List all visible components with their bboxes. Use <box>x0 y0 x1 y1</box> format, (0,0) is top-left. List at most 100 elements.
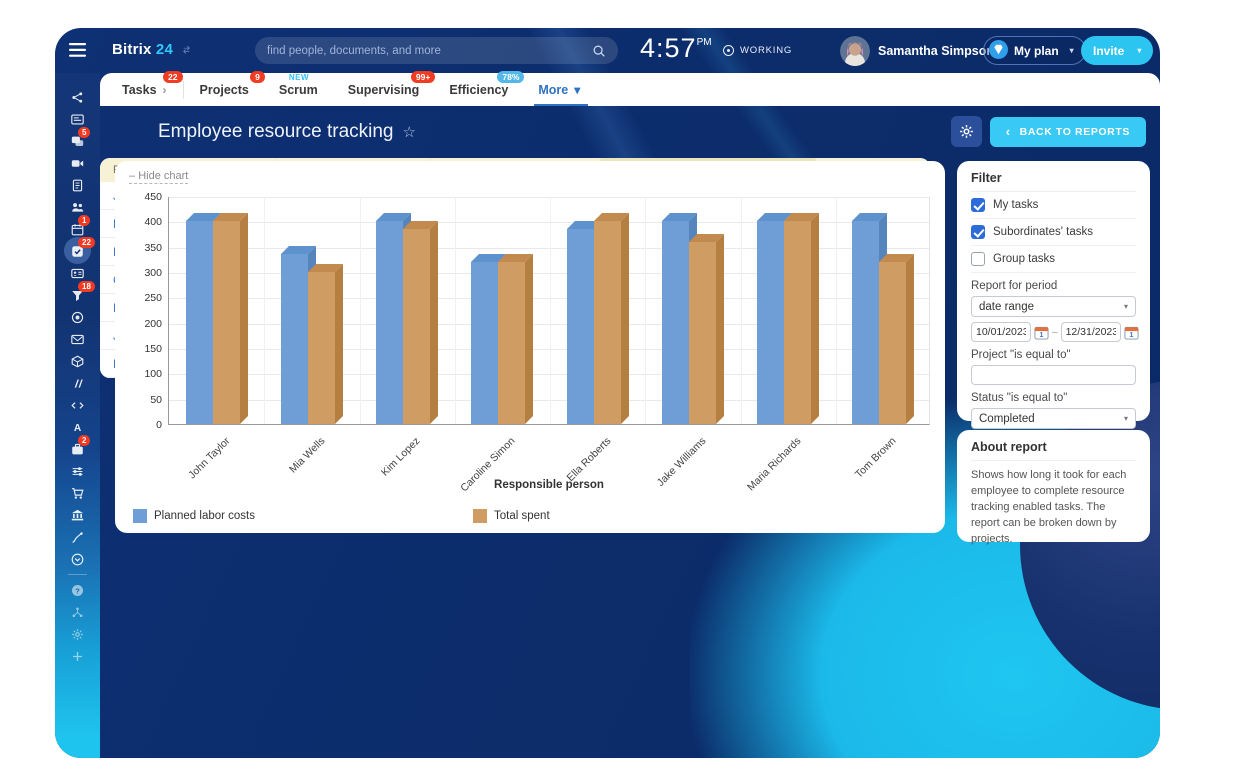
y-axis-tick-label: 350 <box>144 241 162 254</box>
gridline <box>169 197 929 198</box>
sidebar-item-sites[interactable] <box>55 372 100 394</box>
bar-planned-labor-costs-john-taylor[interactable] <box>185 213 221 424</box>
help-icon: ? <box>71 584 84 596</box>
invite-button[interactable]: Invite ▾ <box>1081 36 1154 65</box>
switch-account-icon[interactable] <box>182 42 192 59</box>
chevron-down-icon: ▾ <box>574 82 581 97</box>
back-to-reports-button[interactable]: ‹ BACK TO REPORTS <box>989 116 1146 147</box>
sidebar-item-people[interactable] <box>55 196 100 218</box>
filter-checkbox-subordinates-tasks[interactable]: Subordinates' tasks <box>971 219 1136 246</box>
avatar[interactable] <box>840 36 870 66</box>
tab-supervising[interactable]: Supervising 99+ <box>348 71 436 106</box>
filter-checkbox-my-tasks[interactable]: My tasks <box>971 192 1136 219</box>
sidebar-item-chat[interactable]: 5 <box>55 127 100 152</box>
bar-total-spent-john-taylor[interactable] <box>212 213 248 424</box>
legend-item[interactable]: Planned labor costs <box>133 509 255 523</box>
bar-total-spent-tom-brown[interactable] <box>879 253 915 424</box>
bar-planned-labor-costs-ella-roberts[interactable] <box>566 221 602 424</box>
legend-item[interactable]: Total spent <box>473 509 550 523</box>
sidebar-item-newsfeed[interactable] <box>55 108 100 130</box>
tab-projects[interactable]: Projects 9 <box>200 71 265 106</box>
checkbox[interactable] <box>971 225 985 239</box>
sidebar-item-bank[interactable] <box>55 504 100 526</box>
bar-total-spent-maria-richards[interactable] <box>784 213 820 424</box>
checkbox[interactable] <box>971 252 985 266</box>
tab-efficiency[interactable]: Efficiency 78% <box>449 71 525 106</box>
a-letter-icon: A <box>74 423 82 434</box>
bar-total-spent-jake-williams[interactable] <box>688 233 724 424</box>
checkbox[interactable] <box>971 198 985 212</box>
sidebar-item-box[interactable] <box>55 350 100 372</box>
sidebar-item-chevron-circle[interactable] <box>55 548 100 570</box>
tab-label: Scrum <box>278 82 318 97</box>
tab-scrum[interactable]: Scrum NEW <box>279 73 318 106</box>
filter-checkbox-group-tasks[interactable]: Group tasks <box>971 246 1136 273</box>
sidebar-item-nodes[interactable] <box>55 601 100 623</box>
report-settings-button[interactable] <box>950 116 982 147</box>
date-to-input[interactable] <box>1060 322 1121 342</box>
bar-total-spent-kim-lopez[interactable] <box>403 221 439 424</box>
sidebar-item-plus[interactable] <box>55 645 100 667</box>
tab-tasks[interactable]: Tasks › 22 <box>122 71 183 106</box>
sidebar-item-sign[interactable] <box>55 526 100 548</box>
chart-panel: – Hide chart 0 50 100 150 200 250 300 350 400 450… <box>115 161 945 533</box>
bar-planned-labor-costs-jake-williams[interactable] <box>661 213 697 424</box>
project-input[interactable] <box>971 365 1136 385</box>
clock[interactable]: 4:57PM <box>640 33 712 64</box>
sidebar-item-idcard[interactable] <box>55 262 100 284</box>
vertical-gridline <box>264 197 266 424</box>
hide-chart-link[interactable]: – Hide chart <box>129 170 189 184</box>
sidebar-item-help[interactable]: ? <box>55 579 100 601</box>
chevron-right-icon: › <box>162 82 167 97</box>
sidebar-item-network[interactable] <box>55 86 100 108</box>
sidebar-item-document[interactable] <box>55 174 100 196</box>
sidebar-item-briefcase[interactable]: 2 <box>55 435 100 460</box>
mail-icon <box>71 334 84 344</box>
bar-total-spent-mia-wells[interactable] <box>307 264 343 424</box>
bar-total-spent-ella-roberts[interactable] <box>593 213 629 424</box>
menu-icon[interactable] <box>69 43 86 57</box>
work-status[interactable]: WORKING <box>723 45 792 56</box>
sidebar-item-cart[interactable] <box>55 482 100 504</box>
people-icon <box>72 202 84 212</box>
sidebar-item-calendar[interactable]: 1 <box>55 215 100 240</box>
global-search <box>255 37 618 64</box>
status-select[interactable]: Completed ▾ <box>971 408 1136 429</box>
sidebar-item-gear[interactable] <box>55 623 100 645</box>
sidebar-item-target[interactable] <box>55 306 100 328</box>
bar-planned-labor-costs-tom-brown[interactable] <box>852 213 888 424</box>
calendar-icon[interactable]: 1 <box>1124 325 1139 340</box>
sidebar-item-video[interactable] <box>55 152 100 174</box>
search-input[interactable] <box>267 44 592 57</box>
my-plan-button[interactable]: My plan ▾ <box>983 36 1086 65</box>
sidebar-item-tasks[interactable]: 22 <box>55 237 100 264</box>
y-axis-tick-label: 450 <box>144 191 162 203</box>
sidebar-item-mail[interactable] <box>55 328 100 350</box>
bar-planned-labor-costs-caroline-simon[interactable] <box>471 253 507 424</box>
period-select[interactable]: date range ▾ <box>971 296 1136 317</box>
tab-more[interactable]: More ▾ <box>534 73 589 106</box>
bar-planned-labor-costs-mia-wells[interactable] <box>280 245 316 424</box>
sidebar-item-sliders[interactable] <box>55 460 100 482</box>
search-icon[interactable] <box>592 44 606 58</box>
favorite-star-icon[interactable]: ☆ <box>402 124 416 141</box>
gridline <box>169 298 929 300</box>
date-from-input[interactable] <box>971 322 1031 342</box>
bar-planned-labor-costs-kim-lopez[interactable] <box>376 213 412 424</box>
code-icon <box>71 401 84 409</box>
status-value: Completed <box>979 412 1035 425</box>
bar-planned-labor-costs-maria-richards[interactable] <box>757 213 793 424</box>
working-status-icon <box>723 45 734 56</box>
legend-label: Planned labor costs <box>154 510 256 522</box>
notification-badge: 18 <box>78 281 95 292</box>
calendar-icon[interactable]: 1 <box>1034 325 1049 340</box>
sidebar-item-funnel[interactable]: 18 <box>55 281 100 306</box>
svg-text:1: 1 <box>1129 332 1133 339</box>
filter-panel: Filter My tasks Subordinates' tasks Group … <box>957 161 1150 461</box>
y-axis-tick-label: 100 <box>144 368 162 381</box>
notification-badge: 1 <box>78 215 91 226</box>
sidebar-item-code[interactable] <box>55 394 100 416</box>
sidebar-item-a-letter[interactable]: A <box>55 416 100 438</box>
bar-total-spent-caroline-simon[interactable] <box>498 253 534 424</box>
brand-logo[interactable]: Bitrix 24 <box>112 41 192 59</box>
